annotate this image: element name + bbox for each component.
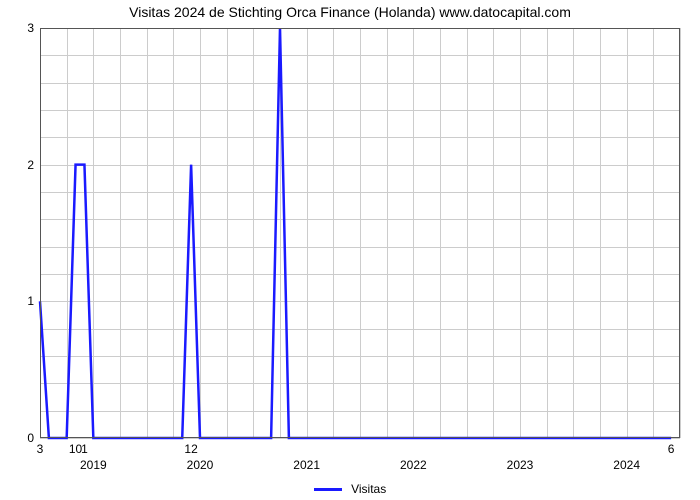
legend-swatch: [314, 488, 342, 491]
visitas-line: [40, 28, 671, 438]
x-tick-label: 2023: [507, 454, 534, 472]
value-label: 3: [37, 438, 44, 456]
legend-label: Visitas: [351, 482, 386, 496]
y-tick-label: 1: [27, 294, 40, 308]
chart-container: Visitas 2024 de Stichting Orca Finance (…: [0, 0, 700, 500]
vgrid-line: [680, 28, 681, 438]
series-line: [40, 28, 680, 438]
x-tick-label: 2021: [293, 454, 320, 472]
x-tick-label: 2024: [613, 454, 640, 472]
value-label: 1: [81, 438, 88, 456]
y-tick-label: 2: [27, 158, 40, 172]
y-tick-label: 3: [27, 21, 40, 35]
x-tick-label: 2020: [187, 454, 214, 472]
x-tick-label: 2022: [400, 454, 427, 472]
plot-area: 0123 201920202021202220232024 3101126: [40, 28, 680, 438]
x-tick-label: 2019: [80, 454, 107, 472]
legend: Visitas: [0, 481, 700, 496]
value-label: 6: [668, 438, 675, 456]
value-label: 12: [184, 438, 197, 456]
chart-title: Visitas 2024 de Stichting Orca Finance (…: [0, 4, 700, 20]
